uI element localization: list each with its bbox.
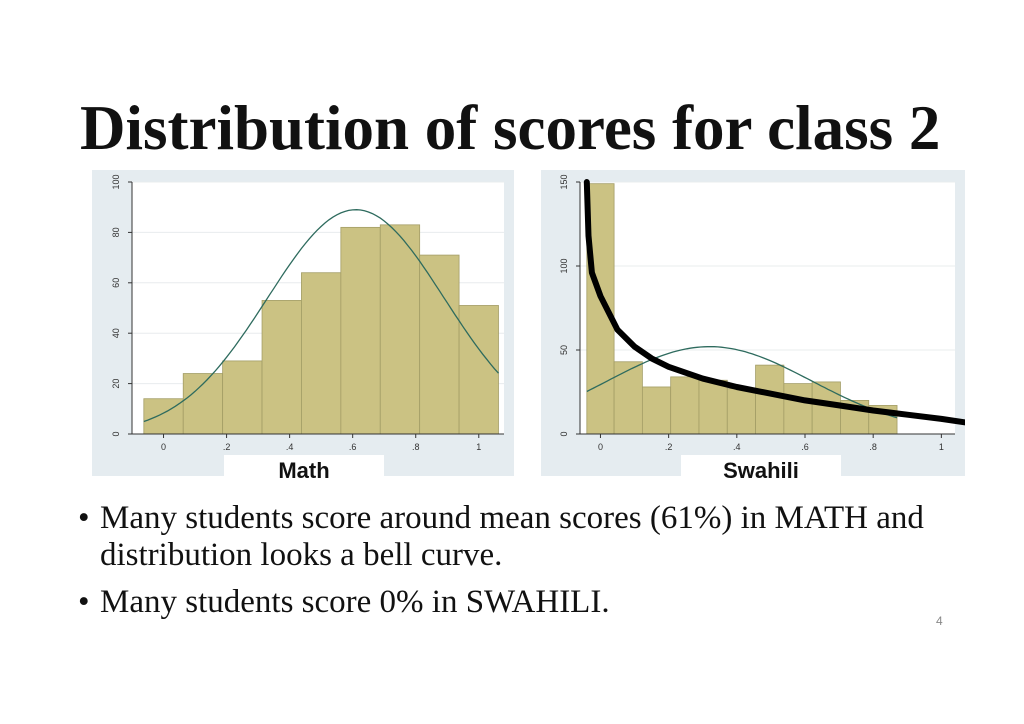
math-bar bbox=[182, 373, 224, 435]
swahili-histogram-panel: 0 50 100 150 0 .2 .4 .6 .8 1 bbox=[541, 170, 965, 476]
math-histogram-panel: 0 20 40 60 80 100 0 .2 .4 .6 .8 1 bbox=[92, 170, 514, 476]
bullet-math: • Many students score around mean scores… bbox=[78, 500, 1008, 574]
bullet-marker: • bbox=[78, 584, 90, 620]
math-y-tick-label: 60 bbox=[111, 278, 121, 288]
slide-title: Distribution of scores for class 2 bbox=[80, 93, 941, 163]
math-x-tick-label: .6 bbox=[349, 442, 357, 452]
swahili-bar bbox=[811, 381, 841, 435]
swahili-y-tick-label: 100 bbox=[559, 258, 569, 273]
swahili-x-tick-label: 1 bbox=[939, 442, 944, 452]
swahili-x-tick-label: .8 bbox=[869, 442, 877, 452]
bullet-text-swahili: Many students score 0% in SWAHILI. bbox=[100, 584, 610, 620]
swahili-bar bbox=[755, 364, 785, 435]
swahili-x-tick-label: .2 bbox=[665, 442, 673, 452]
bullet-marker: • bbox=[78, 500, 90, 536]
swahili-annotation-curve bbox=[583, 179, 965, 426]
swahili-bar bbox=[670, 376, 700, 435]
swahili-bar bbox=[641, 386, 672, 435]
math-bar bbox=[261, 300, 302, 435]
swahili-bar bbox=[726, 388, 756, 435]
swahili-y-tick-label: 150 bbox=[559, 174, 569, 189]
swahili-y-tick-label: 0 bbox=[559, 431, 569, 436]
bullet-swahili: • Many students score 0% in SWAHILI. bbox=[78, 584, 1008, 621]
math-x-tick-label: 0 bbox=[161, 442, 166, 452]
math-bar bbox=[301, 272, 342, 435]
math-y-tick-label: 40 bbox=[111, 328, 121, 338]
math-x-tick-label: .8 bbox=[412, 442, 420, 452]
bullet-text-math: Many students score around mean scores (… bbox=[100, 500, 924, 573]
math-histogram: 0 20 40 60 80 100 0 .2 .4 .6 .8 1 bbox=[92, 170, 514, 476]
swahili-histogram: 0 50 100 150 0 .2 .4 .6 .8 1 bbox=[541, 170, 965, 476]
page-number: 4 bbox=[936, 614, 943, 628]
math-x-tick-label: 1 bbox=[476, 442, 481, 452]
math-bar bbox=[143, 398, 184, 435]
math-bar bbox=[458, 305, 499, 435]
math-bar bbox=[340, 226, 381, 435]
swahili-x-tick-label: 0 bbox=[598, 442, 603, 452]
math-caption: Math bbox=[224, 455, 384, 485]
swahili-normal-curve bbox=[586, 345, 898, 419]
swahili-caption: Swahili bbox=[681, 455, 841, 485]
swahili-y-tick-label: 50 bbox=[559, 345, 569, 355]
math-x-tick-label: .2 bbox=[223, 442, 231, 452]
swahili-bar bbox=[613, 361, 643, 435]
swahili-x-tick-label: .4 bbox=[733, 442, 741, 452]
math-normal-curve bbox=[143, 209, 499, 423]
math-bar bbox=[379, 224, 421, 435]
math-bar bbox=[222, 360, 263, 435]
bullet-list: • Many students score around mean scores… bbox=[78, 500, 1008, 621]
swahili-bar bbox=[783, 383, 813, 435]
math-bar bbox=[419, 254, 460, 435]
swahili-x-tick-label: .6 bbox=[801, 442, 809, 452]
math-x-tick-label: .4 bbox=[286, 442, 294, 452]
math-y-tick-label: 20 bbox=[111, 379, 121, 389]
math-y-tick-label: 80 bbox=[111, 227, 121, 237]
swahili-bar bbox=[698, 379, 728, 435]
math-y-tick-label: 0 bbox=[111, 431, 121, 436]
math-y-tick-label: 100 bbox=[111, 174, 121, 189]
